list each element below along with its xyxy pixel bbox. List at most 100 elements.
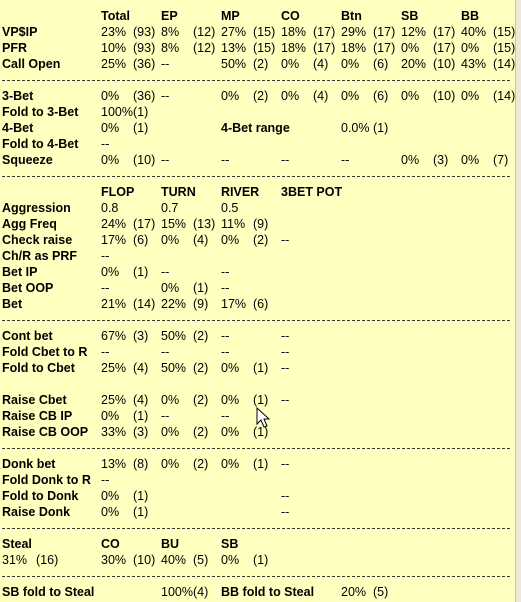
stat-value: 10% <box>101 41 127 55</box>
stat-value: -- <box>101 281 110 295</box>
stat-count: (93) <box>133 25 156 39</box>
stat-value: 18% <box>281 41 307 55</box>
stat-value: 25% <box>101 361 127 375</box>
row-label: Donk bet <box>2 457 56 471</box>
stat-value: 30% <box>101 553 127 567</box>
stat-count: (4) <box>193 233 209 247</box>
stat-row-vp-ip: VP$IP 23% (93) 8% (12) 27% (15) 18% (17) 29% (17) 1… <box>0 24 515 40</box>
stat-count: (15) <box>253 41 276 55</box>
stat-value: 17% <box>101 233 127 247</box>
stat-row-ch-r-as-prf: Ch/R as PRF -- <box>0 248 515 264</box>
stat-row-bet: Bet 21% (14) 22% (9) 17% (6) <box>0 296 515 312</box>
stat-row-raise-cbet: Raise Cbet 25% (4) 0% (2) 0% (1) -- <box>0 392 515 408</box>
stat-row-bet-oop: Bet OOP -- 0% (1) -- <box>0 280 515 296</box>
stat-count: (6) <box>373 89 389 103</box>
stat-row-raise-donk: Raise Donk 0% (1) -- <box>0 504 515 520</box>
row-label: Fold Cbet to R <box>2 345 88 359</box>
stat-count: (5) <box>193 553 209 567</box>
row-label: Cont bet <box>2 329 53 343</box>
col-header-sb: SB <box>221 537 239 551</box>
stat-count: (1) <box>373 121 389 135</box>
stat-value: 25% <box>101 393 127 407</box>
stat-value: 8% <box>161 25 180 39</box>
bb-fold-to-steal-value: 20% <box>341 585 367 599</box>
stat-value: -- <box>101 345 110 359</box>
mouse-pointer-icon <box>256 407 271 428</box>
col-header-sb: SB <box>401 9 419 23</box>
stat-value: 0% <box>221 233 240 247</box>
stat-row-bet-ip: Bet IP 0% (1) -- -- <box>0 264 515 280</box>
stat-count: (2) <box>253 89 269 103</box>
stat-value: 24% <box>101 217 127 231</box>
stat-row-call-open: Call Open 25% (36) -- 50% (2) 0% (4) 0% (6) 20% (10… <box>0 56 515 72</box>
section-divider <box>2 80 510 81</box>
section-divider <box>2 448 510 449</box>
stat-value: -- <box>281 489 290 503</box>
row-label: Ch/R as PRF <box>2 249 78 263</box>
steal-header-row: Steal CO BU SB <box>0 536 515 552</box>
stat-count: (2) <box>253 57 269 71</box>
row-label: 3-Bet <box>2 89 34 103</box>
stat-count: (2) <box>193 361 209 375</box>
stat-count: (1) <box>133 409 149 423</box>
stat-count: (17) <box>433 41 456 55</box>
stat-count: (6) <box>253 297 269 311</box>
row-label: Bet IP <box>2 265 38 279</box>
postflop-header-row: FLOP TURN RIVER 3BET POT <box>0 184 515 200</box>
stat-value: 0% <box>221 457 240 471</box>
stat-value: 0% <box>221 361 240 375</box>
stat-value: 0% <box>341 57 360 71</box>
stat-count: (4) <box>313 57 329 71</box>
row-label: Fold to 4-Bet <box>2 137 79 151</box>
stat-count: (14) <box>133 297 156 311</box>
stat-row-fold-to-donk: Fold to Donk 0% (1) -- <box>0 488 515 504</box>
row-label-4bet-range: 4-Bet range <box>221 121 290 135</box>
stat-value: 0.0% <box>341 121 370 135</box>
stat-value: 21% <box>101 297 127 311</box>
row-label: Raise Cbet <box>2 393 67 407</box>
stat-row-donk-bet: Donk bet 13% (8) 0% (2) 0% (1) -- <box>0 456 515 472</box>
positions-header-row: Total EP MP CO Btn SB BB <box>0 8 515 24</box>
sb-fold-to-steal-value: 100%(4) <box>161 585 209 599</box>
stat-value: 0% <box>101 409 120 423</box>
stat-count: (10) <box>433 89 456 103</box>
stat-count: (4) <box>133 361 149 375</box>
stat-count: (36) <box>133 57 156 71</box>
stat-value: 67% <box>101 329 127 343</box>
stat-count: (1) <box>253 393 269 407</box>
stat-row-raise-cb-ip: Raise CB IP 0% (1) -- -- <box>0 408 515 424</box>
stat-value: 0% <box>161 457 180 471</box>
stat-value: 0% <box>101 89 120 103</box>
col-header-co: CO <box>281 9 300 23</box>
stat-value: -- <box>161 153 170 167</box>
stat-value: 11% <box>221 217 246 231</box>
stat-value: 40% <box>161 553 187 567</box>
stat-row-pfr: PFR 10% (93) 8% (12) 13% (15) 18% (17) 18% (17) 0% (… <box>0 40 515 56</box>
stat-count: (1) <box>133 489 149 503</box>
stat-value: 29% <box>341 25 367 39</box>
stat-row-fold-to-4-bet: Fold to 4-Bet -- <box>0 136 515 152</box>
stat-value: 0% <box>221 553 240 567</box>
stat-value: -- <box>221 265 230 279</box>
stat-value: -- <box>341 153 350 167</box>
stat-value: 0% <box>401 153 420 167</box>
stat-value: 17% <box>221 297 247 311</box>
stat-value: 0% <box>101 121 120 135</box>
stat-count: (17) <box>313 25 336 39</box>
stat-value: 40% <box>461 25 487 39</box>
row-label: Raise CB OOP <box>2 425 89 439</box>
stat-count: (17) <box>433 25 456 39</box>
stat-value: -- <box>221 153 230 167</box>
col-header-btn: Btn <box>341 9 362 23</box>
stat-value: 18% <box>341 41 367 55</box>
stat-value: 27% <box>221 25 247 39</box>
stat-count: (12) <box>193 25 216 39</box>
col-header-mp: MP <box>221 9 240 23</box>
stat-row-fold-donk-to-r: Fold Donk to R -- <box>0 472 515 488</box>
stat-row-4-bet: 4-Bet 0% (1) 4-Bet range 0.0% (1) <box>0 120 515 136</box>
stat-value: 50% <box>221 57 247 71</box>
section-divider <box>2 176 510 177</box>
row-label: Call Open <box>2 57 61 71</box>
stat-value: 0% <box>101 153 120 167</box>
stat-count: (14) <box>493 89 516 103</box>
